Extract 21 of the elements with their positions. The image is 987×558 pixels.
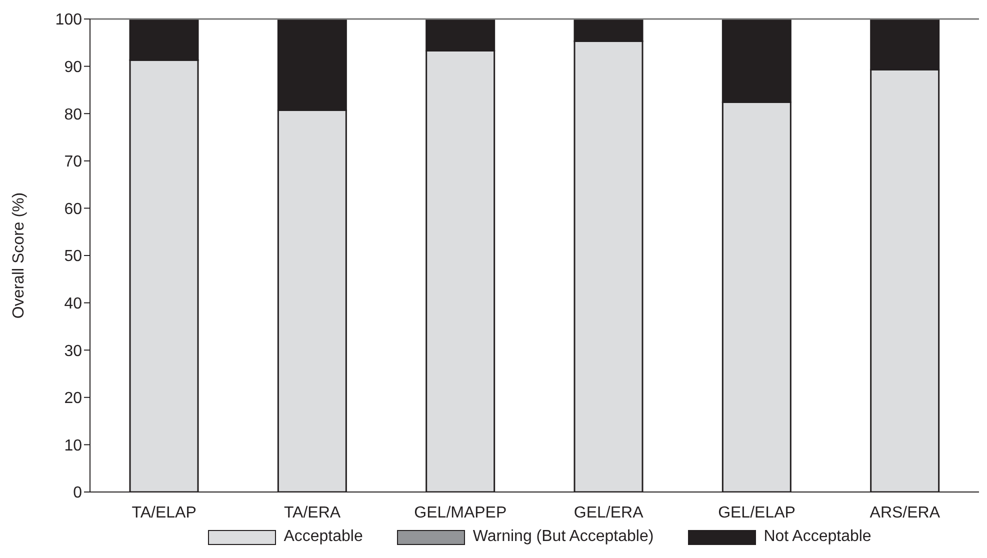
x-tick-label: GEL/ELAP bbox=[718, 504, 796, 522]
y-tick-label: 20 bbox=[64, 390, 82, 408]
x-tick-label: TA/ELAP bbox=[132, 504, 196, 522]
y-tick-label: 100 bbox=[55, 12, 82, 29]
legend-label: Not Acceptable bbox=[764, 528, 872, 546]
y-tick-label: 0 bbox=[73, 484, 82, 502]
y-axis-title: Overall Score (%) bbox=[10, 192, 28, 319]
x-tick-label: ARS/ERA bbox=[870, 504, 940, 522]
x-tick-label: GEL/ERA bbox=[574, 504, 644, 522]
x-tick-label: GEL/MAPEP bbox=[414, 504, 507, 522]
legend-label: Acceptable bbox=[284, 528, 363, 546]
y-tick-label: 60 bbox=[64, 200, 82, 218]
y-tick-label: 50 bbox=[64, 248, 82, 266]
y-tick-label: 90 bbox=[64, 58, 82, 76]
y-tick-label: 80 bbox=[64, 106, 82, 124]
y-tick-label: 40 bbox=[64, 295, 82, 312]
y-tick-label: 10 bbox=[64, 437, 82, 454]
y-tick-label: 70 bbox=[64, 154, 82, 171]
y-tick-label: 30 bbox=[64, 342, 82, 360]
x-tick-label: TA/ERA bbox=[284, 504, 341, 522]
legend-label: Warning (But Acceptable) bbox=[472, 528, 654, 546]
